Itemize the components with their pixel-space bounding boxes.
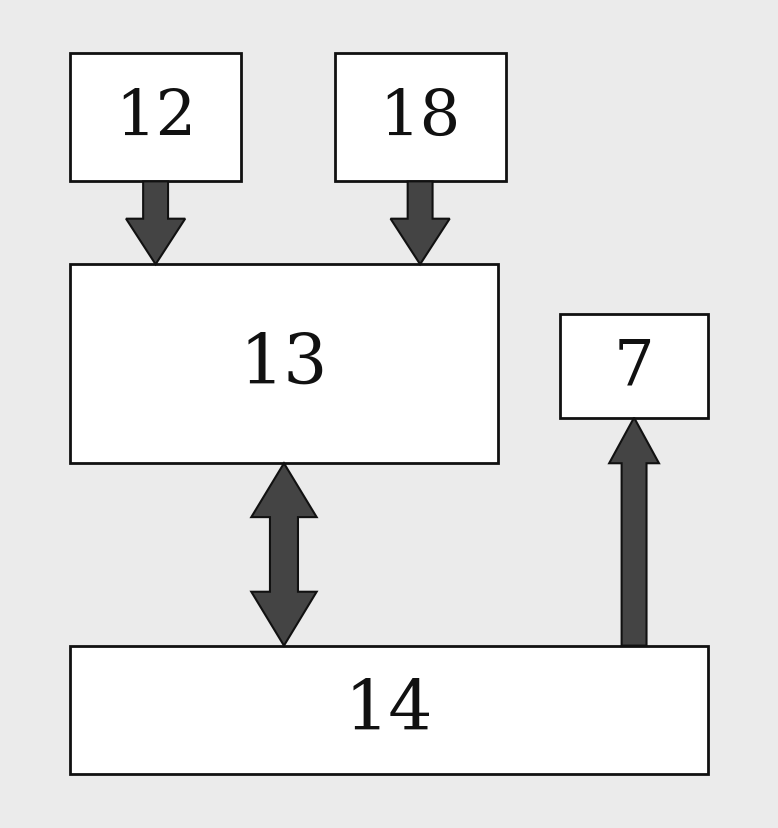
Text: 7: 7	[614, 336, 654, 397]
Bar	[70, 646, 708, 774]
Polygon shape	[609, 418, 659, 646]
Bar	[70, 54, 241, 182]
Text: 13: 13	[240, 331, 328, 397]
Bar	[335, 54, 506, 182]
Bar	[560, 315, 708, 418]
Polygon shape	[391, 182, 450, 265]
Polygon shape	[126, 182, 185, 265]
Text: 18: 18	[380, 88, 461, 148]
Text: 12: 12	[115, 88, 196, 148]
Text: 14: 14	[345, 676, 433, 744]
Polygon shape	[251, 464, 317, 646]
Bar	[70, 265, 498, 464]
